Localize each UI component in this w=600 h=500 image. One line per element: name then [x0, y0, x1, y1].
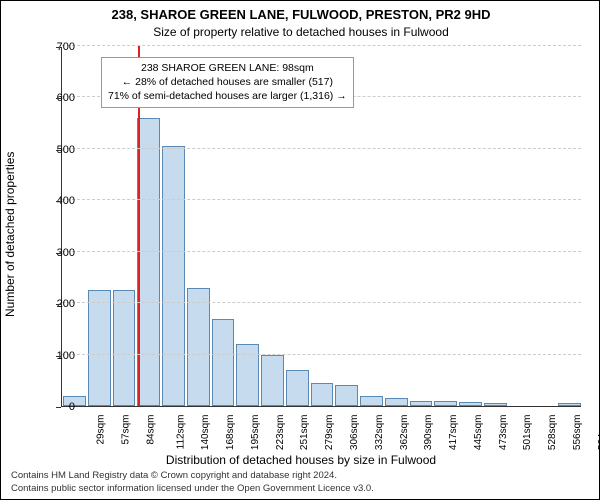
histogram-bar: [286, 370, 309, 406]
y-tick-label: 0: [35, 401, 75, 413]
x-tick-label: 168sqm: [225, 415, 236, 451]
gridline: [62, 354, 581, 355]
x-tick-label: 332sqm: [374, 415, 385, 451]
info-line-2: ← 28% of detached houses are smaller (51…: [108, 75, 347, 89]
x-tick-label: 473sqm: [498, 415, 509, 451]
chart-title-line1: 238, SHAROE GREEN LANE, FULWOOD, PRESTON…: [1, 7, 600, 22]
gridline: [62, 302, 581, 303]
histogram-bar: [459, 402, 482, 406]
x-tick-label: 362sqm: [399, 415, 410, 451]
y-tick-mark: [56, 407, 61, 408]
y-tick-mark: [56, 47, 61, 48]
x-tick-label: 279sqm: [324, 415, 335, 451]
histogram-bar: [261, 355, 284, 406]
y-axis-label: Number of detached properties: [3, 152, 17, 317]
x-tick-label: 528sqm: [547, 415, 558, 451]
info-line-3: 71% of semi-detached houses are larger (…: [108, 89, 347, 103]
x-tick-label: 251sqm: [300, 415, 311, 451]
x-tick-label: 140sqm: [201, 415, 212, 451]
chart-container: 238, SHAROE GREEN LANE, FULWOOD, PRESTON…: [0, 0, 600, 500]
y-tick-label: 600: [35, 92, 75, 104]
footer-attribution: Contains HM Land Registry data © Crown c…: [11, 470, 374, 495]
histogram-bar: [212, 319, 235, 406]
histogram-bar: [88, 290, 111, 406]
histogram-bar: [335, 385, 358, 406]
y-tick-mark: [56, 98, 61, 99]
y-tick-mark: [56, 253, 61, 254]
x-axis-label: Distribution of detached houses by size …: [1, 453, 600, 467]
x-tick-label: 112sqm: [175, 415, 186, 450]
x-tick-label: 417sqm: [448, 415, 459, 451]
gridline: [62, 45, 581, 46]
y-tick-label: 300: [35, 247, 75, 259]
histogram-bar: [434, 401, 457, 406]
y-tick-mark: [56, 201, 61, 202]
info-box: 238 SHAROE GREEN LANE: 98sqm ← 28% of de…: [101, 57, 354, 108]
gridline: [62, 251, 581, 252]
info-line-1: 238 SHAROE GREEN LANE: 98sqm: [108, 61, 347, 75]
x-tick-label: 195sqm: [250, 415, 261, 451]
y-tick-mark: [56, 356, 61, 357]
x-tick-label: 445sqm: [473, 415, 484, 451]
y-tick-label: 100: [35, 350, 75, 362]
histogram-bar: [187, 288, 210, 406]
x-tick-label: 556sqm: [572, 415, 583, 451]
y-tick-label: 700: [35, 41, 75, 53]
histogram-bar: [311, 383, 334, 406]
y-tick-mark: [56, 150, 61, 151]
x-tick-label: 84sqm: [145, 415, 156, 445]
histogram-bar: [162, 146, 185, 406]
histogram-bar: [385, 398, 408, 406]
footer-line-2: Contains public sector information licen…: [11, 483, 374, 495]
x-tick-label: 57sqm: [121, 415, 132, 445]
x-tick-label: 223sqm: [275, 415, 286, 451]
histogram-bar: [484, 403, 507, 406]
y-tick-mark: [56, 304, 61, 305]
histogram-bar: [410, 401, 433, 406]
y-tick-label: 200: [35, 298, 75, 310]
gridline: [62, 148, 581, 149]
histogram-bar: [113, 290, 136, 406]
histogram-bar: [558, 403, 581, 406]
x-tick-label: 390sqm: [423, 415, 434, 451]
footer-line-1: Contains HM Land Registry data © Crown c…: [11, 470, 374, 482]
histogram-bar: [137, 118, 160, 406]
y-tick-label: 500: [35, 144, 75, 156]
histogram-bar: [360, 396, 383, 406]
y-tick-label: 400: [35, 195, 75, 207]
chart-title-line2: Size of property relative to detached ho…: [1, 25, 600, 39]
x-tick-label: 29sqm: [96, 415, 107, 445]
x-tick-label: 501sqm: [522, 415, 533, 451]
x-tick-label: 306sqm: [349, 415, 360, 451]
gridline: [62, 199, 581, 200]
